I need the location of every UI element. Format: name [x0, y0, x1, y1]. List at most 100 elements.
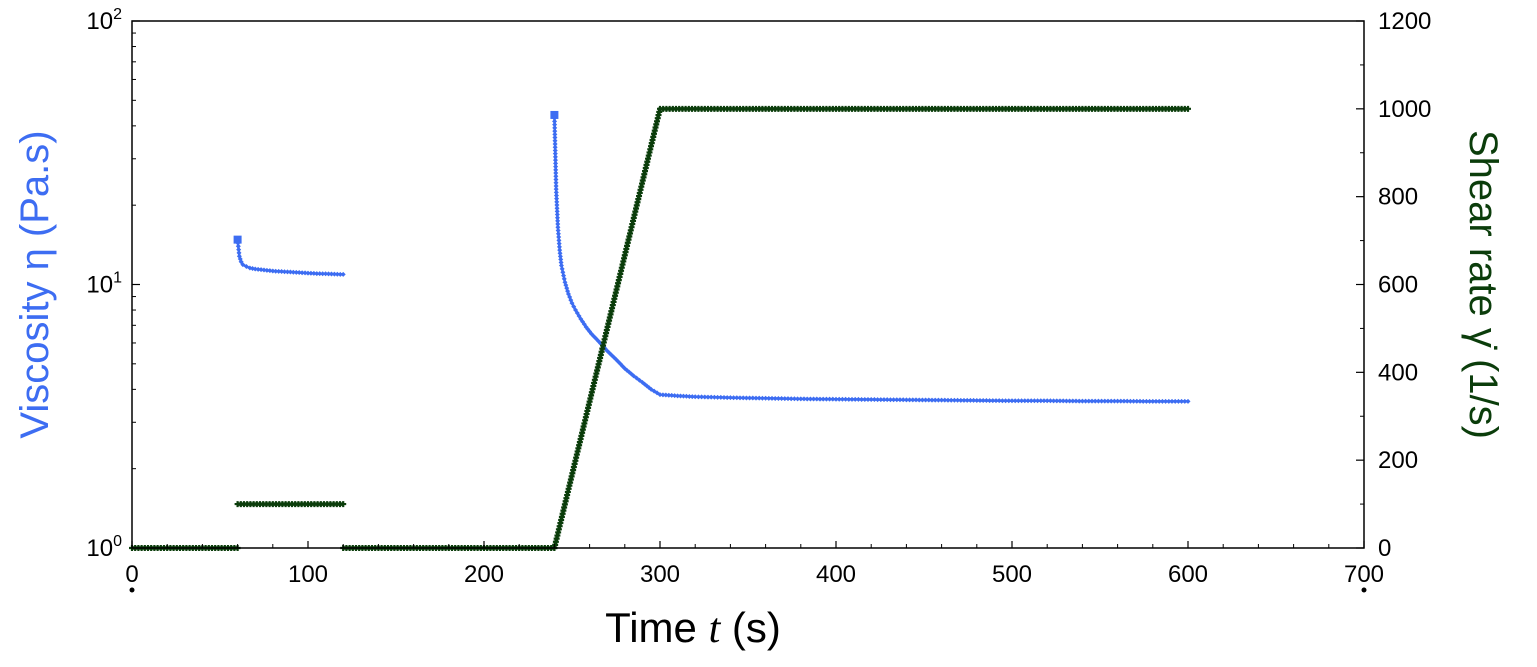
- viscosity-point: [1041, 398, 1047, 404]
- viscosity-point: [753, 395, 759, 401]
- viscosity-point: [680, 393, 686, 399]
- viscosity-point: [718, 394, 724, 400]
- viscosity-point: [967, 397, 973, 403]
- viscosity-point: [1127, 398, 1133, 404]
- viscosity-point: [552, 144, 558, 150]
- viscosity-point: [552, 151, 558, 157]
- viscosity-point: [1006, 398, 1012, 404]
- viscosity-point: [721, 394, 727, 400]
- viscosity-point: [1035, 398, 1041, 404]
- viscosity-point: [923, 397, 929, 403]
- viscosity-point: [775, 396, 781, 402]
- viscosity-point: [983, 398, 989, 404]
- shear-rate-series: [129, 105, 1191, 551]
- y-right-tick-label: 0: [1378, 535, 1391, 562]
- viscosity-point: [290, 269, 296, 275]
- viscosity-point: [846, 396, 852, 402]
- viscosity-point: [675, 393, 681, 399]
- viscosity-point: [557, 253, 563, 259]
- viscosity-point: [702, 394, 708, 400]
- viscosity-point: [772, 395, 778, 401]
- viscosity-point: [945, 397, 951, 403]
- viscosity-point: [558, 256, 564, 262]
- viscosity-point: [942, 397, 948, 403]
- viscosity-point: [666, 392, 672, 398]
- viscosity-point: [276, 268, 282, 274]
- viscosity-point: [270, 268, 276, 274]
- viscosity-start-marker: [550, 110, 559, 119]
- viscosity-point: [235, 243, 241, 249]
- viscosity-point: [264, 267, 270, 273]
- shear-rate-point: [1185, 105, 1191, 112]
- viscosity-point: [337, 271, 343, 277]
- viscosity-point: [1179, 398, 1185, 404]
- viscosity-point: [814, 396, 820, 402]
- viscosity-point: [553, 186, 559, 192]
- viscosity-point: [1044, 398, 1050, 404]
- viscosity-point: [750, 395, 756, 401]
- viscosity-point: [552, 141, 558, 147]
- viscosity-point: [1099, 398, 1105, 404]
- viscosity-point: [926, 397, 932, 403]
- viscosity-point: [891, 397, 897, 403]
- viscosity-point: [1137, 398, 1143, 404]
- viscosity-point: [255, 266, 261, 272]
- viscosity-point: [1092, 398, 1098, 404]
- y-right-tick-label: 800: [1378, 184, 1418, 211]
- viscosity-point: [961, 397, 967, 403]
- viscosity-point: [267, 268, 273, 274]
- viscosity-point: [868, 397, 874, 403]
- viscosity-point: [852, 396, 858, 402]
- viscosity-point: [553, 177, 559, 183]
- viscosity-point: [261, 267, 267, 273]
- series-layer: [129, 105, 1191, 551]
- viscosity-point: [552, 157, 558, 163]
- viscosity-point: [974, 397, 980, 403]
- viscosity-point: [1153, 398, 1159, 404]
- viscosity-start-marker: [233, 235, 242, 244]
- viscosity-point: [743, 395, 749, 401]
- viscosity-point: [1169, 398, 1175, 404]
- viscosity-point: [284, 269, 290, 275]
- viscosity-point: [1054, 398, 1060, 404]
- viscosity-point: [554, 196, 560, 202]
- viscosity-point: [556, 237, 562, 243]
- x-tick-label: 600: [1168, 561, 1208, 588]
- viscosity-point: [1102, 398, 1108, 404]
- viscosity-point: [1079, 398, 1085, 404]
- viscosity-point: [657, 392, 663, 398]
- viscosity-point: [552, 125, 558, 131]
- viscosity-point: [240, 262, 246, 268]
- viscosity-point: [769, 395, 775, 401]
- viscosity-point: [804, 396, 810, 402]
- viscosity-point: [686, 393, 692, 399]
- x-tick-label: 300: [640, 561, 680, 588]
- x-tick-label: 700: [1344, 561, 1384, 588]
- plot-frame: [131, 20, 1365, 549]
- viscosity-point: [747, 395, 753, 401]
- viscosity-point: [830, 396, 836, 402]
- viscosity-point: [552, 122, 558, 128]
- viscosity-point: [1012, 398, 1018, 404]
- viscosity-point: [1095, 398, 1101, 404]
- viscosity-point: [1015, 398, 1021, 404]
- viscosity-point: [317, 271, 323, 277]
- viscosity-point: [559, 266, 565, 272]
- viscosity-point: [1057, 398, 1063, 404]
- viscosity-point: [672, 393, 678, 399]
- x-axis-label-suffix: (s): [720, 604, 781, 651]
- viscosity-point: [553, 173, 559, 179]
- viscosity-point: [552, 118, 558, 124]
- viscosity-point: [1028, 398, 1034, 404]
- y-right-tick-label: 1200: [1378, 8, 1431, 35]
- viscosity-point: [964, 397, 970, 403]
- viscosity-point: [715, 394, 721, 400]
- viscosity-point: [1131, 398, 1137, 404]
- viscosity-point: [734, 395, 740, 401]
- viscosity-point: [553, 170, 559, 176]
- viscosity-point: [836, 396, 842, 402]
- y-left-tick-label: 101: [86, 270, 122, 299]
- viscosity-point: [916, 397, 922, 403]
- viscosity-point: [1108, 398, 1114, 404]
